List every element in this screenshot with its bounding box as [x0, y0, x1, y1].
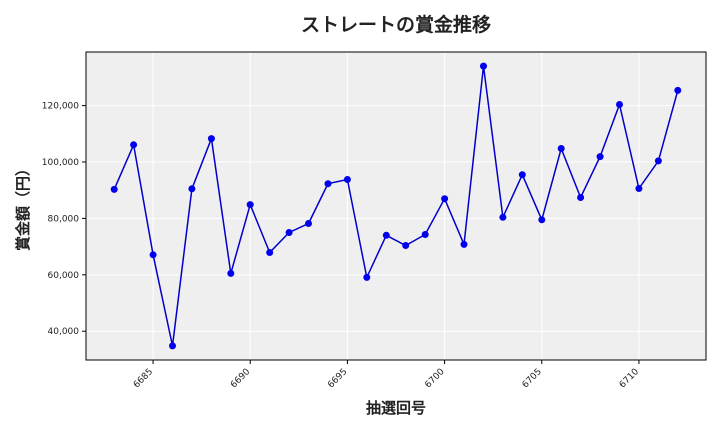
y-tick-label: 80,000 — [48, 214, 80, 224]
y-tick-label: 120,000 — [42, 102, 79, 112]
series — [110, 62, 682, 350]
data-point — [402, 242, 410, 249]
data-point — [324, 180, 332, 188]
data-point — [343, 176, 351, 183]
data-point — [149, 251, 157, 259]
data-point — [188, 185, 196, 193]
y-tick-label: 40,000 — [48, 327, 80, 337]
data-point — [499, 213, 507, 221]
data-point — [285, 229, 293, 236]
y-tick-label: 60,000 — [48, 271, 80, 281]
data-point — [518, 171, 526, 179]
x-axis: 6685 6690 6695 6700 6705 6710 — [132, 360, 641, 390]
plot-area — [86, 52, 706, 360]
x-tick-label: 6695 — [326, 367, 349, 390]
grid — [86, 52, 706, 360]
data-point — [169, 342, 176, 350]
data-point — [305, 220, 312, 227]
plot-frame — [85, 51, 707, 361]
data-point — [577, 194, 585, 201]
series-line — [113, 66, 679, 347]
data-point — [635, 185, 643, 192]
data-point — [382, 231, 390, 239]
chart-title: ストレートの賞金推移 — [301, 13, 491, 36]
data-point — [654, 157, 662, 165]
x-tick-label: 6690 — [229, 367, 252, 390]
data-point — [363, 273, 371, 281]
data-point — [616, 101, 623, 108]
data-point — [421, 231, 429, 238]
data-point — [538, 216, 546, 224]
data-point — [441, 195, 449, 203]
x-tick-label: 6705 — [521, 367, 544, 390]
data-point — [207, 135, 215, 143]
data-point — [674, 86, 682, 94]
x-tick-label: 6710 — [618, 367, 641, 390]
data-point — [246, 201, 254, 209]
data-point — [460, 240, 468, 248]
data-point — [596, 153, 604, 161]
data-point — [266, 249, 274, 256]
x-tick-label: 6700 — [423, 367, 446, 390]
y-tick-label: 100,000 — [42, 158, 79, 168]
data-point — [110, 185, 118, 193]
data-point — [130, 141, 138, 149]
y-axis-label: 賞金額（円） — [14, 161, 32, 251]
data-point — [480, 62, 487, 70]
y-axis: 40,000 60,000 80,000 100,000 120,000 — [42, 102, 86, 337]
data-point — [557, 145, 565, 152]
x-axis-label: 抽選回号 — [366, 399, 426, 417]
x-tick-label: 6685 — [132, 367, 155, 390]
data-point — [227, 269, 235, 277]
